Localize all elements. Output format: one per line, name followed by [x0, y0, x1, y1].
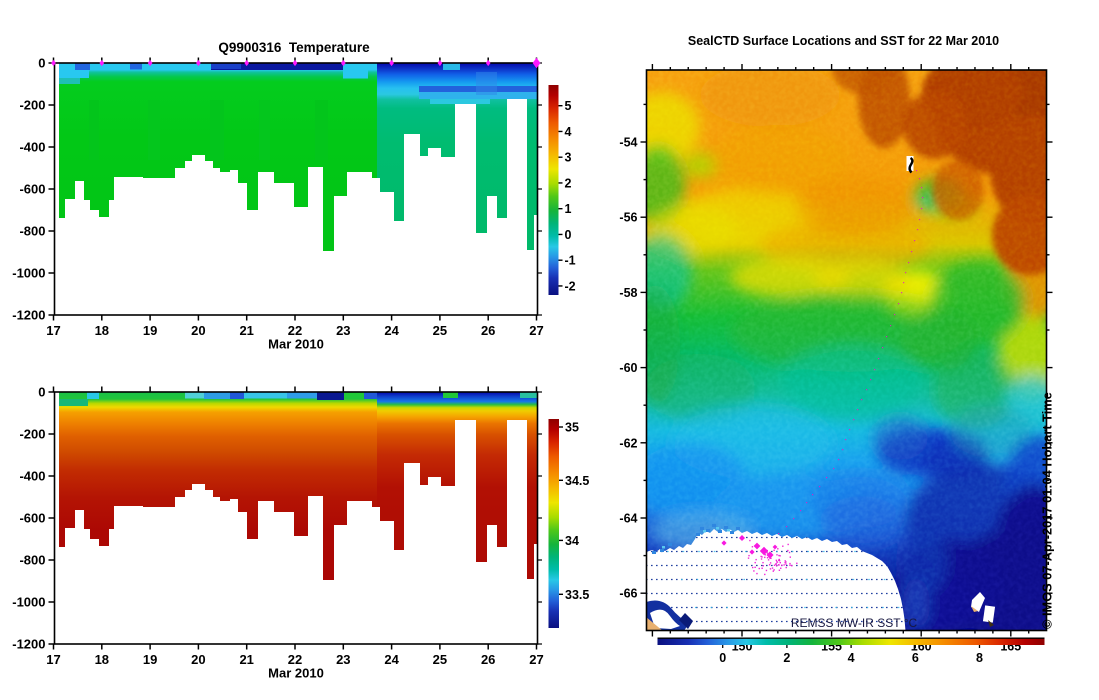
svg-text:4: 4 — [848, 651, 855, 665]
svg-text:26: 26 — [481, 323, 495, 338]
svg-text:REMSS MW-IR SST °C: REMSS MW-IR SST °C — [791, 616, 918, 630]
svg-text:21: 21 — [239, 652, 253, 667]
svg-text:20: 20 — [191, 323, 205, 338]
svg-text:SealCTD Surface Locations and: SealCTD Surface Locations and SST for 22… — [688, 34, 999, 48]
svg-text:34: 34 — [565, 534, 579, 548]
svg-text:-400: -400 — [19, 469, 45, 484]
svg-text:Mar 2010: Mar 2010 — [268, 337, 324, 352]
svg-text:3: 3 — [565, 151, 572, 165]
svg-text:Mar 2010: Mar 2010 — [268, 666, 324, 681]
svg-text:26: 26 — [481, 652, 495, 667]
svg-text:2: 2 — [783, 651, 790, 665]
svg-text:24: 24 — [384, 652, 399, 667]
svg-text:-58: -58 — [619, 286, 637, 300]
svg-text:1: 1 — [565, 202, 572, 216]
svg-text:-200: -200 — [19, 427, 45, 442]
svg-text:-54: -54 — [619, 136, 637, 150]
svg-text:-1200: -1200 — [12, 637, 45, 652]
svg-text:18: 18 — [95, 323, 109, 338]
svg-text:19: 19 — [143, 323, 157, 338]
svg-text:-600: -600 — [19, 511, 45, 526]
svg-text:-60: -60 — [619, 361, 637, 375]
svg-text:Q9900316 Temperature: Q9900316 Temperature — [218, 40, 370, 55]
svg-text:17: 17 — [46, 652, 60, 667]
svg-text:19: 19 — [143, 652, 157, 667]
svg-text:18: 18 — [95, 652, 109, 667]
svg-text:-1000: -1000 — [12, 266, 45, 281]
svg-text:5: 5 — [565, 99, 572, 113]
svg-text:35: 35 — [565, 421, 579, 435]
svg-text:20: 20 — [191, 652, 205, 667]
svg-text:0: 0 — [565, 228, 572, 242]
svg-text:6: 6 — [912, 651, 919, 665]
svg-text:24: 24 — [384, 323, 399, 338]
svg-text:2: 2 — [565, 176, 572, 190]
svg-text:-200: -200 — [19, 98, 45, 113]
svg-text:25: 25 — [433, 652, 447, 667]
svg-text:23: 23 — [336, 323, 350, 338]
svg-text:-62: -62 — [619, 436, 637, 450]
svg-text:-1: -1 — [565, 254, 576, 268]
svg-text:22: 22 — [288, 652, 302, 667]
svg-text:33.5: 33.5 — [565, 588, 589, 602]
svg-text:-2: -2 — [565, 279, 576, 293]
svg-text:-1200: -1200 — [12, 308, 45, 323]
svg-text:© IMOS 07-Apr-2017 01:04 Hobar: © IMOS 07-Apr-2017 01:04 Hobart Time — [1040, 392, 1055, 629]
svg-text:23: 23 — [336, 652, 350, 667]
svg-text:25: 25 — [433, 323, 447, 338]
svg-text:21: 21 — [239, 323, 253, 338]
svg-text:-600: -600 — [19, 182, 45, 197]
svg-text:27: 27 — [529, 652, 543, 667]
svg-text:-1000: -1000 — [12, 595, 45, 610]
svg-text:0: 0 — [719, 651, 726, 665]
svg-text:4: 4 — [565, 125, 572, 139]
svg-text:-800: -800 — [19, 224, 45, 239]
svg-text:-66: -66 — [619, 587, 637, 601]
svg-text:17: 17 — [46, 323, 60, 338]
svg-text:34.5: 34.5 — [565, 474, 589, 488]
svg-text:-56: -56 — [619, 211, 637, 225]
svg-text:-800: -800 — [19, 553, 45, 568]
svg-text:-400: -400 — [19, 140, 45, 155]
svg-text:22: 22 — [288, 323, 302, 338]
svg-text:-64: -64 — [619, 512, 637, 526]
svg-text:8: 8 — [976, 651, 983, 665]
svg-text:0: 0 — [38, 56, 45, 71]
svg-text:27: 27 — [529, 323, 543, 338]
svg-text:0: 0 — [38, 385, 45, 400]
